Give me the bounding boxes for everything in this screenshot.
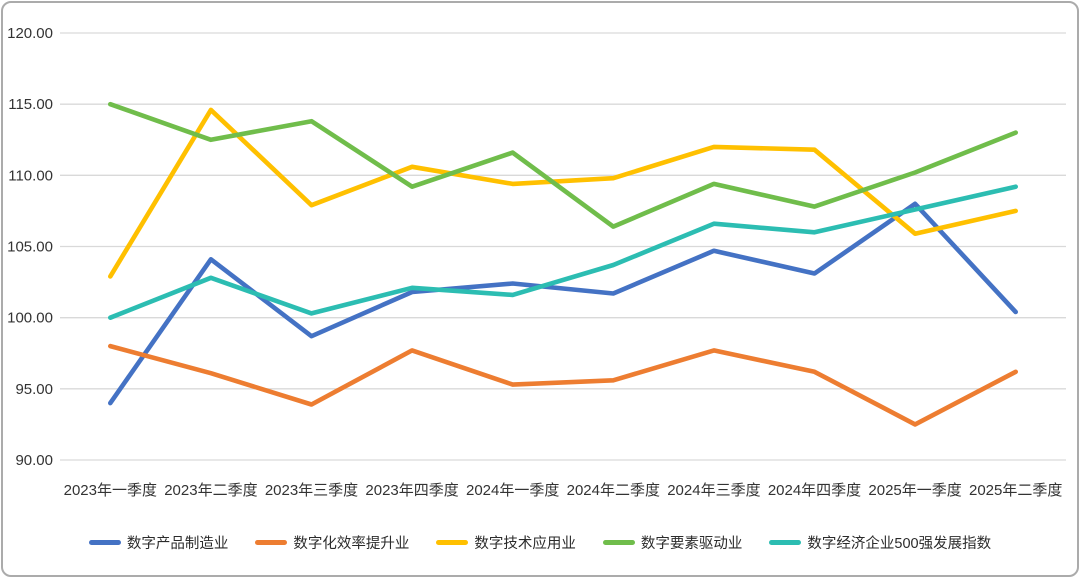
y-tick-label: 90.00: [15, 452, 53, 469]
legend-item-2: 数字技术应用业: [436, 532, 576, 553]
x-axis-label: 2024年四季度: [768, 482, 861, 499]
x-axis-label: 2025年一季度: [868, 482, 961, 499]
legend-item-label: 数字化效率提升业: [293, 536, 410, 552]
legend-item-label: 数字经济企业500强发展指数: [807, 536, 992, 552]
y-tick-label: 95.00: [15, 381, 53, 398]
y-tick-label: 120.00: [7, 25, 53, 42]
legend-item-3: 数字要素驱动业: [602, 532, 743, 553]
legend-marker-icon: [436, 540, 469, 545]
y-tick-label: 115.00: [8, 96, 53, 113]
series-line-3: [108, 101, 1019, 229]
y-tick-label: 100.00: [7, 310, 53, 327]
legend-item-0: 数字产品制造业: [88, 532, 229, 553]
x-axis-label: 2024年一季度: [466, 482, 559, 499]
series-line-4: [108, 184, 1019, 321]
x-axis-label: 2024年二季度: [567, 482, 660, 499]
legend-marker-icon: [88, 540, 121, 545]
x-axis-label: 2023年四季度: [365, 482, 458, 499]
x-axis-label: 2024年三季度: [667, 482, 760, 499]
legend-marker-icon: [255, 540, 288, 545]
x-axis-label: 2023年三季度: [265, 482, 358, 499]
y-tick-label: 110.00: [8, 167, 53, 184]
legend-item-label: 数字技术应用业: [474, 536, 576, 552]
legend-item-1: 数字化效率提升业: [255, 532, 409, 553]
chart-canvas: 90.00 95.00 100.00 105.00 110.00 115.00 120.00…: [7, 25, 1066, 499]
legend-item-4: 数字经济企业500强发展指数: [769, 532, 991, 553]
x-axis-label: 2023年二季度: [164, 482, 257, 499]
legend-item-label: 数字要素驱动业: [640, 536, 743, 552]
legend-item-label: 数字产品制造业: [126, 536, 229, 552]
legend-marker-icon: [769, 540, 802, 545]
chart-legend: 数字产品制造业 数字化效率提升业 数字技术应用业 数字要素驱动业 数字经济企业500强发…: [3, 532, 1077, 553]
legend-marker-icon: [602, 540, 635, 545]
x-axis-label: 2025年二季度: [969, 482, 1062, 499]
x-axis-label: 2023年一季度: [64, 482, 157, 499]
series-line-1: [108, 343, 1019, 427]
y-tick-label: 105.00: [7, 239, 53, 256]
series-line-0: [108, 201, 1019, 406]
